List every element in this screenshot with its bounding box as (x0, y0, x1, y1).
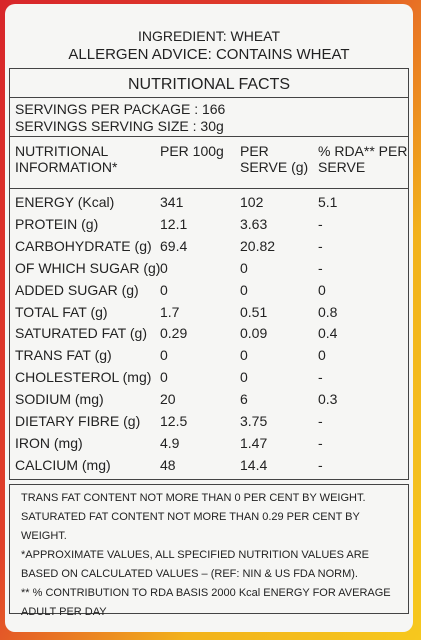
value-cell: 0.09 (240, 325, 268, 342)
nutrient-name: OF WHICH SUGAR (g) (15, 259, 161, 276)
nutrient-name: TOTAL FAT (g) (15, 303, 108, 320)
value-cell: - (318, 237, 323, 254)
footnote: *APPROXIMATE VALUES, ALL SPECIFIED NUTRI… (21, 549, 370, 580)
value-cell: - (318, 369, 323, 386)
nutrient-name: ADDED SUGAR (g) (15, 281, 139, 298)
nutrient-name: CHOLESTEROL (mg) (15, 369, 152, 386)
value-cell: 48 (160, 456, 176, 473)
nutrient-name: IRON (mg) (15, 434, 83, 451)
value-cell: 0 (160, 259, 168, 276)
value-cell: 6 (240, 391, 248, 408)
value-cell: 14.4 (240, 456, 268, 473)
nutrient-name: SATURATED FAT (g) (15, 325, 147, 342)
facts-box (9, 68, 409, 480)
column-header: PER SERVE (g) (240, 143, 309, 175)
value-cell: 4.9 (160, 434, 180, 451)
label-card: INGREDIENT: WHEAT ALLERGEN ADVICE: CONTA… (5, 4, 413, 632)
value-cell: 0.3 (318, 391, 338, 408)
serving-size: SERVINGS SERVING SIZE : 30g (15, 118, 224, 134)
ingredient: INGREDIENT: WHEAT (137, 28, 281, 44)
value-cell: 341 (160, 194, 184, 210)
value-cell: - (318, 413, 323, 429)
footnote: ** % CONTRIBUTION TO RDA BASIS 2000 Kcal… (21, 587, 391, 618)
nutrient-name: PROTEIN (g) (15, 215, 99, 232)
rule (10, 136, 408, 137)
value-cell: 0 (240, 259, 248, 276)
value-cell: 0.51 (240, 303, 268, 320)
value-cell: - (318, 456, 323, 473)
value-cell: 0 (240, 281, 248, 298)
value-cell: 3.63 (240, 215, 268, 232)
value-cell: 0 (318, 347, 326, 364)
rule (10, 188, 408, 189)
nutrient-name: SODIUM (mg) (15, 391, 104, 408)
value-cell: 12.1 (160, 215, 188, 232)
column-header: NUTRITIONAL INFORMATION* (15, 143, 118, 175)
rule (10, 97, 408, 98)
value-cell: 0 (240, 369, 248, 386)
nutrient-name: ENERGY (Kcal) (15, 194, 115, 210)
value-cell: 0 (160, 347, 168, 364)
footnote: TRANS FAT CONTENT NOT MORE THAN 0 PER CE… (21, 492, 366, 504)
value-cell: - (318, 434, 323, 451)
value-cell: 1.7 (160, 303, 180, 320)
value-cell: - (318, 259, 323, 276)
nutrient-name: DIETARY FIBRE (g) (15, 413, 141, 429)
value-cell: 102 (240, 194, 264, 210)
nutrient-name: CALCIUM (mg) (15, 456, 111, 473)
value-cell: 0 (160, 369, 168, 386)
value-cell: 3.75 (240, 413, 268, 429)
value-cell: 5.1 (318, 194, 338, 210)
value-cell: - (318, 215, 323, 232)
value-cell: 20.82 (240, 237, 276, 254)
value-cell: 0 (160, 281, 168, 298)
value-cell: 0 (240, 347, 248, 364)
value-cell: 0.4 (318, 325, 338, 342)
value-cell: 1.47 (240, 434, 268, 451)
value-cell: 0.8 (318, 303, 338, 320)
footnote: SATURATED FAT CONTENT NOT MORE THAN 0.29… (21, 511, 360, 542)
column-header: PER 100g (160, 143, 224, 159)
servings-per-package: SERVINGS PER PACKAGE : 166 (15, 101, 226, 117)
value-cell: 12.5 (160, 413, 188, 429)
facts-title: NUTRITIONAL FACTS (127, 76, 291, 93)
allergen: ALLERGEN ADVICE: CONTAINS WHEAT (68, 46, 350, 63)
value-cell: 69.4 (160, 237, 188, 254)
nutrient-name: TRANS FAT (g) (15, 347, 112, 364)
value-cell: 0 (318, 281, 326, 298)
notes-box (9, 484, 409, 614)
value-cell: 20 (160, 391, 176, 408)
nutrient-name: CARBOHYDRATE (g) (15, 237, 152, 254)
value-cell: 0.29 (160, 325, 188, 342)
column-header: % RDA** PER SERVE (318, 143, 408, 175)
